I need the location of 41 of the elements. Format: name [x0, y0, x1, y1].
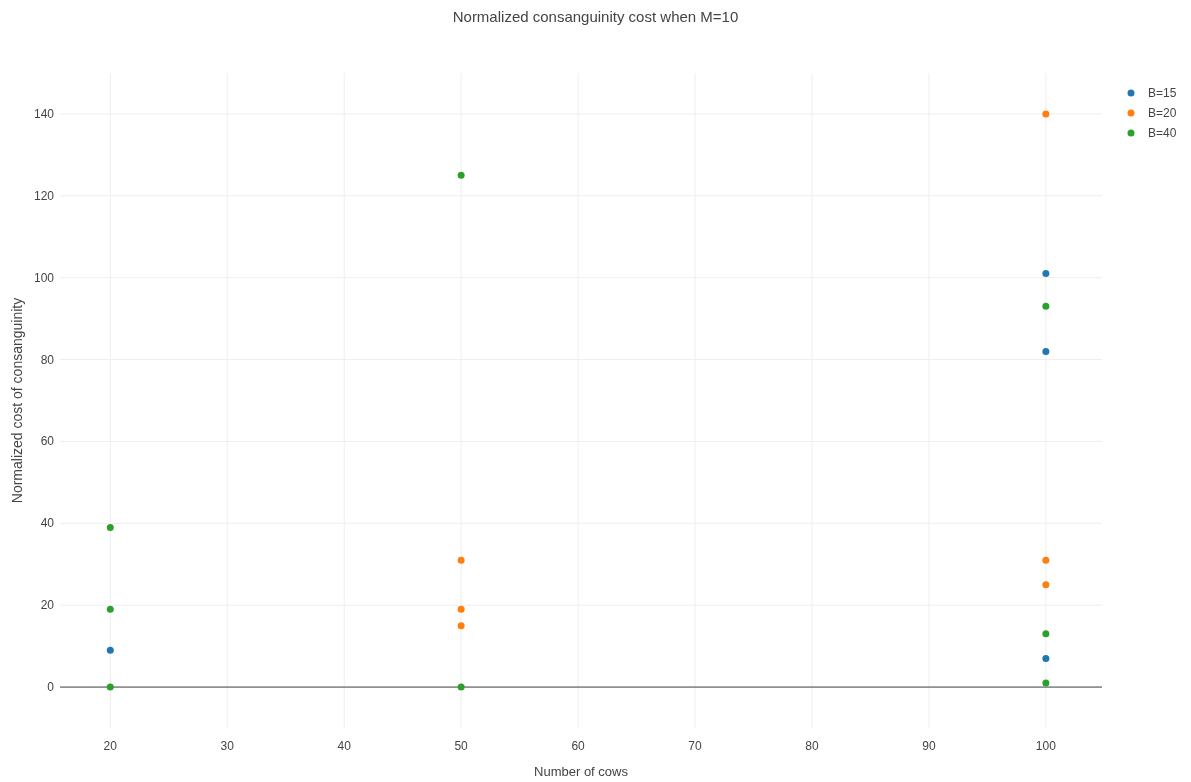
- y-tick-label: 40: [40, 516, 55, 531]
- y-tick-label: 0: [47, 680, 55, 695]
- point: [1042, 110, 1050, 118]
- point: [457, 683, 465, 691]
- point: [106, 523, 114, 531]
- y-tick-label: 120: [33, 188, 55, 203]
- point: [1042, 347, 1050, 355]
- legend-label: B=40: [1148, 126, 1177, 140]
- point: [457, 556, 465, 564]
- x-tick-label: 20: [103, 739, 118, 753]
- point: [1042, 581, 1050, 589]
- point: [457, 171, 465, 179]
- point: [457, 622, 465, 630]
- point: [1042, 556, 1050, 564]
- point: [106, 646, 114, 654]
- point: [106, 683, 114, 691]
- legend-label: B=20: [1148, 106, 1177, 120]
- point: [1042, 654, 1050, 662]
- x-tick-label: 50: [454, 739, 469, 753]
- x-tick-label: 60: [571, 739, 586, 753]
- x-tick-label: 90: [922, 739, 936, 753]
- point: [1042, 630, 1050, 638]
- point: [106, 605, 114, 613]
- x-tick-label: 70: [688, 739, 703, 753]
- point: [457, 605, 465, 613]
- y-tick-label: 20: [40, 598, 55, 613]
- legend-label: B=15: [1148, 86, 1177, 100]
- point: [1042, 270, 1050, 278]
- y-tick-label: 100: [33, 270, 55, 285]
- chart-title: Normalized consanguinity cost when M=10: [452, 8, 739, 25]
- x-tick-label: 100: [1035, 739, 1057, 753]
- point: [1042, 679, 1050, 687]
- x-tick-label: 80: [805, 739, 819, 753]
- point: [1042, 302, 1050, 310]
- y-tick-label: 140: [33, 106, 55, 121]
- y-tick-label: 60: [40, 434, 55, 449]
- y-axis-title: Normalized cost of consanguinity: [9, 297, 25, 504]
- y-tick-label: 80: [40, 352, 55, 367]
- x-tick-label: 30: [220, 739, 235, 753]
- x-tick-label: 40: [337, 739, 352, 753]
- x-axis-title: Number of cows: [534, 764, 629, 779]
